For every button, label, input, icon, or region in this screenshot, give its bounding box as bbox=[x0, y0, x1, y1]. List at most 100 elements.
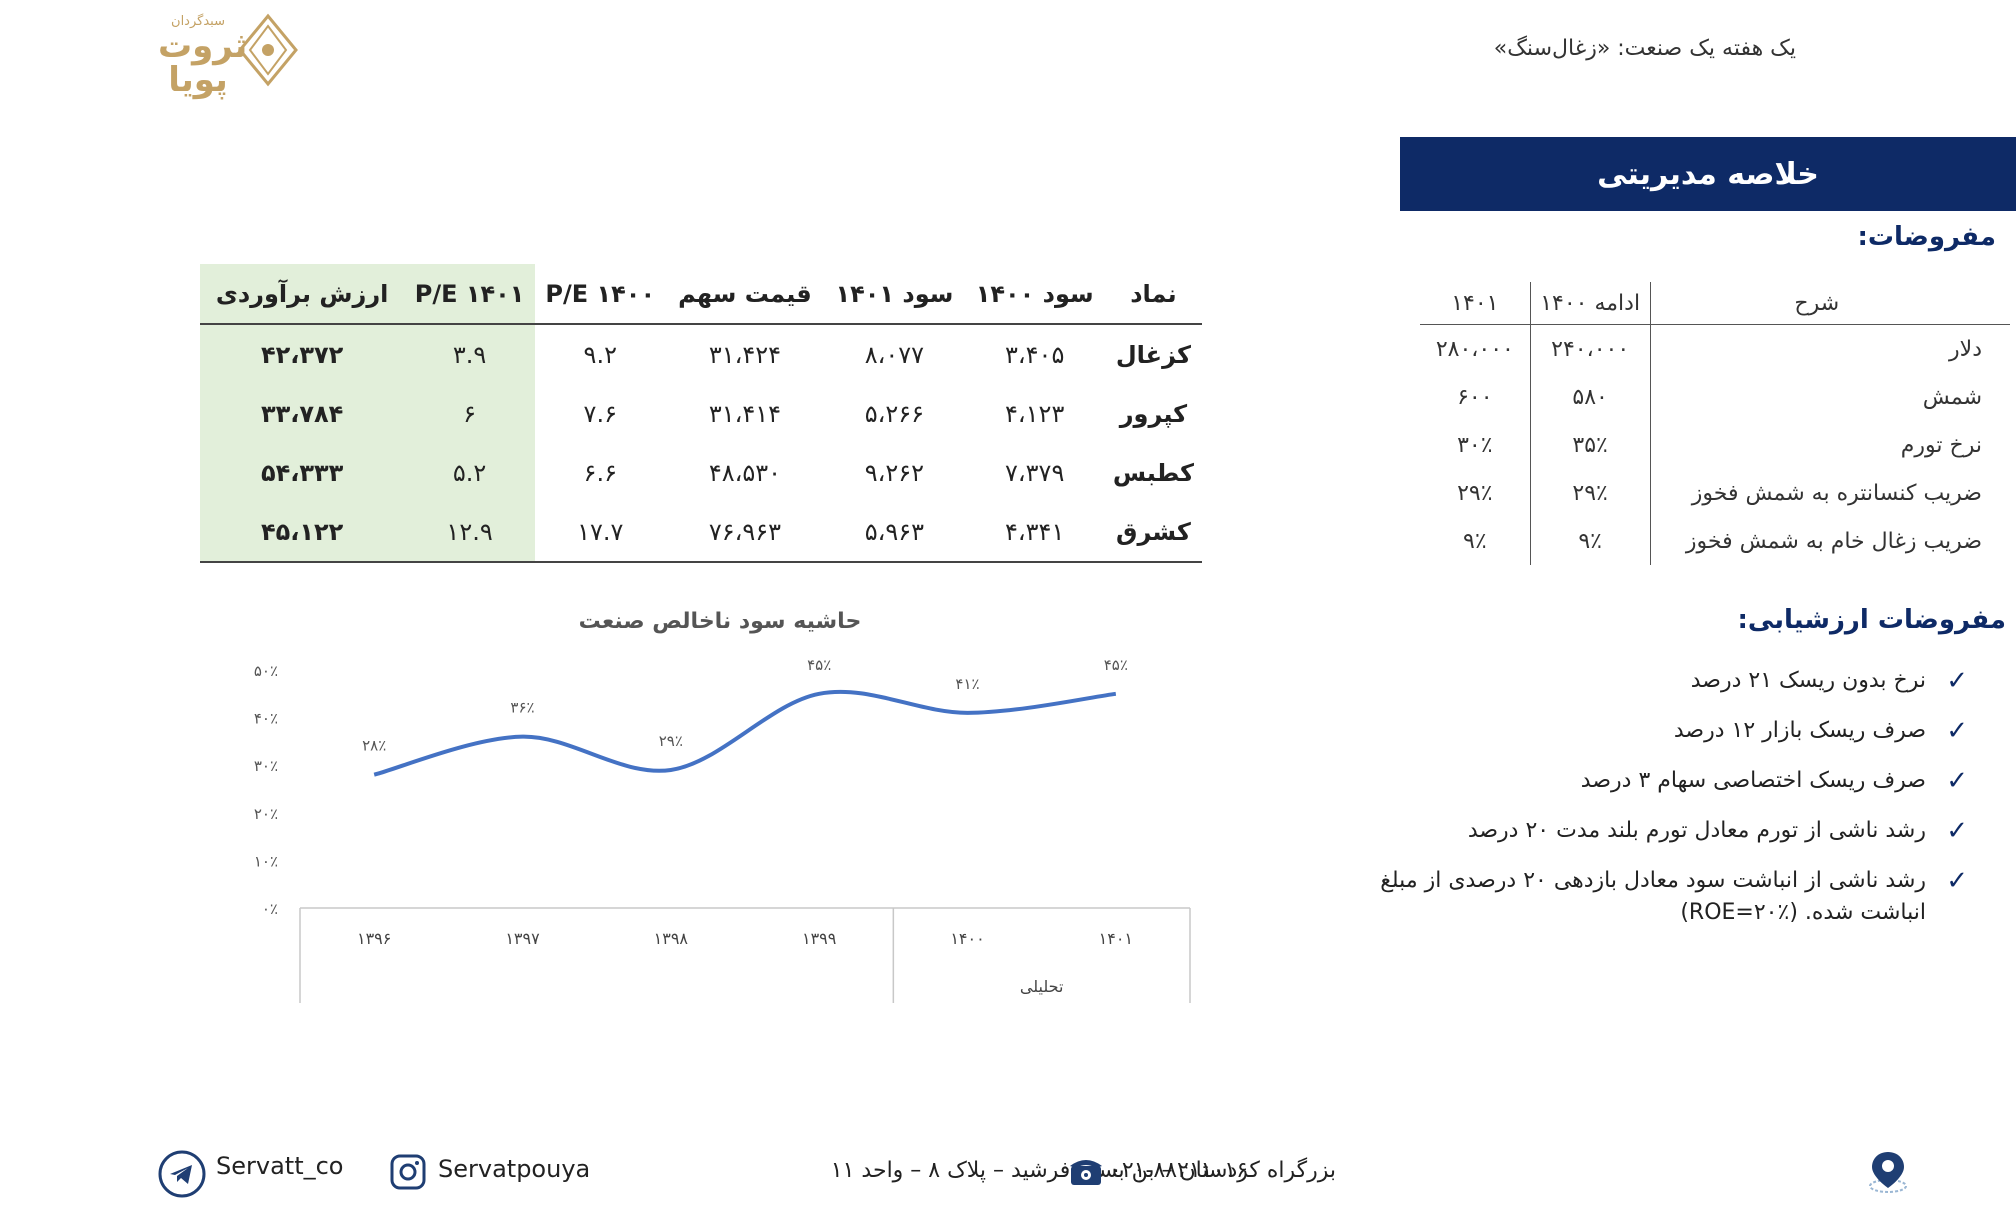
table-cell: ۷۶،۹۶۳ bbox=[665, 502, 825, 563]
table-cell: ۳.۹ bbox=[404, 324, 535, 384]
footer-instagram[interactable]: Servatpouya bbox=[438, 1155, 591, 1183]
stock-header-pe1400: P/E ۱۴۰۰ bbox=[534, 264, 666, 325]
chart-title: حاشیه سود ناخالص صنعت bbox=[579, 609, 862, 634]
assumptions-value-a: ۲۹٪ bbox=[1529, 469, 1651, 517]
x-tick-label: ۱۳۹۶ bbox=[357, 929, 391, 948]
assumptions-row: شمش ۵۸۰ ۶۰۰ bbox=[1420, 373, 2010, 421]
logo-big-text: ثروت پویا bbox=[158, 26, 248, 100]
stock-header-eps1401: سود ۱۴۰۱ bbox=[824, 264, 965, 325]
valuation-item-text: صرف ریسک اختصاصی سهام ۳ درصد bbox=[1580, 768, 1926, 793]
check-icon: ✓ bbox=[1946, 716, 1968, 746]
assumptions-desc: دلار bbox=[1649, 324, 2010, 373]
assumptions-header-row: شرح ادامه ۱۴۰۰ ۱۴۰۱ bbox=[1420, 282, 2010, 325]
y-tick-label: ۲۰٪ bbox=[254, 805, 278, 823]
valuation-item-text: صرف ریسک بازار ۱۲ درصد bbox=[1673, 718, 1926, 743]
table-cell: ۵،۹۶۳ bbox=[824, 502, 965, 563]
x-tick-label: ۱۴۰۰ bbox=[950, 929, 984, 948]
check-icon: ✓ bbox=[1946, 866, 1968, 896]
y-tick-label: ۰٪ bbox=[262, 900, 278, 918]
assumptions-value-b: ۹٪ bbox=[1463, 528, 1487, 554]
valuation-item: ✓ نرخ بدون ریسک ۲۱ درصد bbox=[1368, 665, 1968, 697]
assumptions-row: نرخ تورم ۳۵٪ ۳۰٪ bbox=[1420, 421, 2010, 469]
x-group-label: تحلیلی bbox=[1020, 977, 1064, 996]
table-row: کزغال ۳،۴۰۵ ۸،۰۷۷ ۳۱،۴۲۴ ۹.۲ ۳.۹ ۴۲،۳۷۲ bbox=[200, 324, 1202, 384]
page-title: یک هفته یک صنعت: «زغال‌سنگ» bbox=[1493, 36, 1796, 61]
table-cell: ۱۲.۹ bbox=[404, 502, 535, 563]
stock-table: نماد سود ۱۴۰۰ سود ۱۴۰۱ قیمت سهم P/E ۱۴۰۰… bbox=[200, 264, 1202, 563]
chart-y-axis: ۰٪ ۱۰٪ ۲۰٪ ۳۰٪ ۴۰٪ ۵۰٪ bbox=[254, 662, 278, 918]
footer-phone[interactable]: ۰۲۱-۸۸۲۱۱۰۱۶ bbox=[1110, 1158, 1248, 1183]
logo-small-text: سبدگردان bbox=[171, 14, 225, 29]
table-cell: ۸،۰۷۷ bbox=[864, 340, 925, 369]
assumptions-value-a: ۵۸۰ bbox=[1529, 373, 1651, 421]
table-cell: ۴۵،۱۲۲ bbox=[200, 502, 405, 563]
telegram-icon[interactable] bbox=[158, 1150, 206, 1198]
assumptions-value-a: ۳۵٪ bbox=[1529, 421, 1651, 469]
stock-header-value: ارزش برآوردی bbox=[200, 264, 405, 325]
assumptions-value-a: ۲۴۰،۰۰۰ bbox=[1529, 324, 1651, 373]
logo-text: سبدگردان ثروت پویا bbox=[158, 14, 248, 100]
stock-header-price: قیمت سهم bbox=[665, 264, 825, 325]
table-cell: ۷،۳۷۹ bbox=[1005, 458, 1065, 487]
stock-header-eps1400: سود ۱۴۰۰ bbox=[964, 264, 1105, 325]
x-tick-label: ۱۳۹۷ bbox=[505, 929, 540, 948]
summary-banner: خلاصه مدیریتی bbox=[1400, 137, 2016, 211]
table-cell: ۳۱،۴۱۴ bbox=[708, 399, 782, 428]
logo-emblem-icon bbox=[238, 13, 298, 87]
assumptions-desc: نرخ تورم bbox=[1649, 421, 2010, 469]
check-icon: ✓ bbox=[1946, 666, 1968, 696]
table-row: کطبس ۷،۳۷۹ ۹،۲۶۲ ۴۸،۵۳۰ ۶.۶ ۵.۲ ۵۴،۳۳۳ bbox=[200, 443, 1202, 502]
chart-svg: حاشیه سود ناخالص صنعت ۰٪۱۰٪۲۰٪۳۰٪۴۰٪۵۰٪ … bbox=[254, 609, 1191, 1003]
chart-x-axis: ۱۳۹۶ ۱۳۹۷ ۱۳۹۸ ۱۳۹۹ ۱۴۰۰ ۱۴۰۱ تحلیلی bbox=[357, 929, 1133, 996]
table-cell: ۵.۲ bbox=[404, 443, 535, 502]
assumptions-header-b: ۱۴۰۱ bbox=[1420, 282, 1531, 325]
phone-icon bbox=[1068, 1154, 1104, 1188]
assumptions-value-a: ۹٪ bbox=[1529, 517, 1651, 565]
assumptions-table: شرح ادامه ۱۴۰۰ ۱۴۰۱ دلار ۲۴۰،۰۰۰ ۲۸۰،۰۰۰… bbox=[1420, 282, 2010, 565]
footer-telegram[interactable]: Servatt_co bbox=[216, 1152, 344, 1180]
table-cell: ۴۸،۵۳۰ bbox=[708, 458, 782, 487]
y-tick-label: ۱۰٪ bbox=[254, 852, 278, 870]
table-cell: ۴،۱۲۳ bbox=[1005, 399, 1065, 428]
table-cell: ۹،۲۶۲ bbox=[864, 458, 925, 487]
valuation-item-text: رشد ناشی از انباشت سود معادل بازدهی ۲۰ د… bbox=[1380, 868, 1926, 925]
table-row: کشرق ۴،۳۴۱ ۵،۹۶۳ ۷۶،۹۶۳ ۱۷.۷ ۱۲.۹ ۴۵،۱۲۲ bbox=[200, 502, 1202, 563]
table-cell: ۳،۴۰۵ bbox=[1005, 340, 1065, 369]
assumptions-desc: ضریب زغال خام به شمش فخوز bbox=[1649, 517, 2010, 565]
x-tick-label: ۱۳۹۹ bbox=[802, 929, 836, 948]
x-tick-label: ۱۴۰۱ bbox=[1099, 929, 1133, 948]
assumptions-desc: شمش bbox=[1649, 373, 2010, 421]
stock-header-symbol: نماد bbox=[1104, 264, 1202, 325]
table-cell: ۳۳،۷۸۴ bbox=[200, 384, 405, 443]
valuation-item-text: نرخ بدون ریسک ۲۱ درصد bbox=[1690, 668, 1926, 693]
data-label: ۴۱٪ bbox=[955, 675, 979, 693]
gross-margin-chart: حاشیه سود ناخالص صنعت ۰٪ ۱۰٪ ۲۰٪ ۳۰٪ ۴۰٪ ۵۰٪ … bbox=[220, 598, 1210, 1018]
table-cell: ۴۲،۳۷۲ bbox=[200, 324, 405, 384]
valuation-item: ✓ صرف ریسک بازار ۱۲ درصد bbox=[1368, 715, 1968, 747]
table-cell: ۷.۶ bbox=[583, 399, 617, 428]
y-tick-label: ۵۰٪ bbox=[254, 662, 278, 680]
instagram-icon[interactable] bbox=[390, 1154, 426, 1190]
data-label: ۳۶٪ bbox=[510, 699, 534, 717]
stock-symbol: کشرق bbox=[1104, 502, 1202, 563]
assumptions-row: ضریب کنسانتره به شمش فخوز ۲۹٪ ۲۹٪ bbox=[1420, 469, 2010, 517]
valuation-item: ✓ رشد ناشی از تورم معادل تورم بلند مدت ۲… bbox=[1368, 815, 1968, 847]
assumptions-desc: ضریب کنسانتره به شمش فخوز bbox=[1649, 469, 2010, 517]
data-label: ۴۵٪ bbox=[1104, 656, 1128, 674]
assumptions-title: مفروضات: bbox=[1857, 222, 1996, 252]
valuation-list: ✓ نرخ بدون ریسک ۲۱ درصد ✓ صرف ریسک بازار… bbox=[1368, 665, 1968, 947]
data-label: ۲۸٪ bbox=[362, 737, 386, 755]
assumptions-value-b: ۳۰٪ bbox=[1457, 432, 1493, 458]
assumptions-value-b: ۲۸۰،۰۰۰ bbox=[1435, 336, 1514, 362]
table-cell: ۶ bbox=[404, 384, 535, 443]
data-label: ۴۵٪ bbox=[807, 656, 831, 674]
table-row: کپرور ۴،۱۲۳ ۵،۲۶۶ ۳۱،۴۱۴ ۷.۶ ۶ ۳۳،۷۸۴ bbox=[200, 384, 1202, 443]
chart-category-frame bbox=[299, 907, 1191, 1003]
valuation-item: ✓ رشد ناشی از انباشت سود معادل بازدهی ۲۰… bbox=[1368, 865, 1968, 929]
table-cell: ۴،۳۴۱ bbox=[964, 502, 1105, 563]
assumptions-value-b: ۲۹٪ bbox=[1457, 480, 1493, 506]
assumptions-row: دلار ۲۴۰،۰۰۰ ۲۸۰،۰۰۰ bbox=[1420, 324, 2010, 373]
assumptions-value-b: ۶۰۰ bbox=[1457, 384, 1493, 410]
table-cell: ۳۱،۴۲۴ bbox=[708, 340, 782, 369]
table-cell: ۵۴،۳۳۳ bbox=[200, 443, 405, 502]
